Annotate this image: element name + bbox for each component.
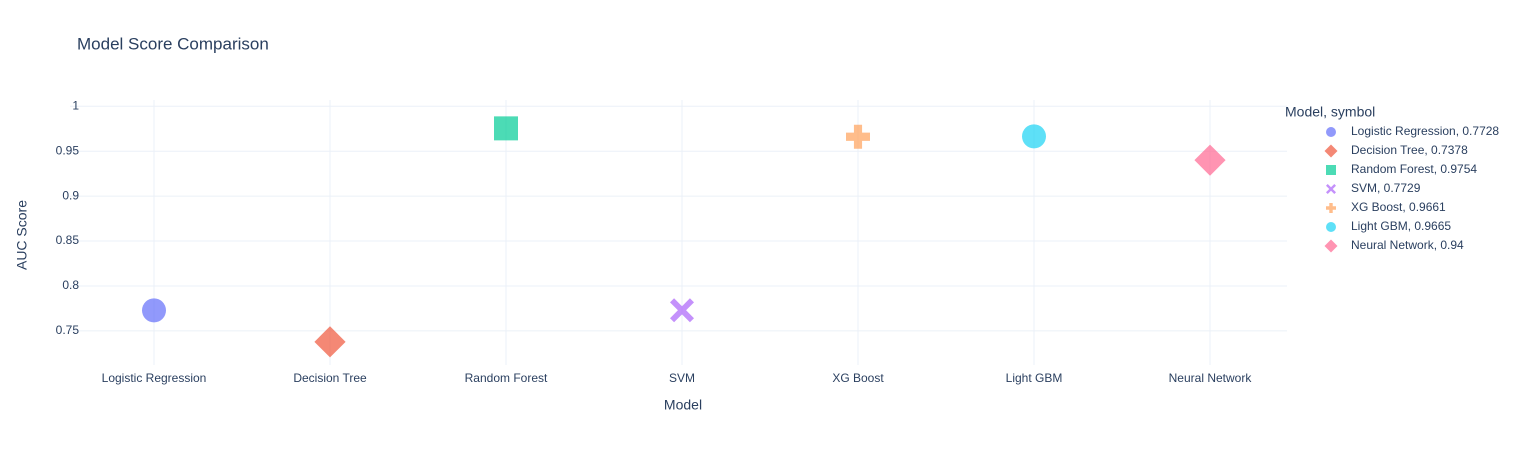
data-point [142, 298, 166, 323]
data-point [494, 116, 518, 141]
x-tick-label: Logistic Regression [102, 371, 207, 385]
x-tick-label: Neural Network [1169, 371, 1253, 385]
legend-label: Decision Tree, 0.7378 [1351, 143, 1468, 157]
legend-marker [1324, 144, 1338, 158]
legend-marker [1326, 222, 1336, 232]
x-tick-label: Decision Tree [293, 371, 367, 385]
y-tick-label: 0.75 [56, 323, 80, 337]
data-point [846, 124, 870, 149]
data-point [314, 326, 346, 358]
legend-marker [1326, 203, 1337, 213]
y-tick-label: 0.95 [56, 143, 80, 157]
legend-marker [1326, 165, 1336, 175]
x-tick-label: Random Forest [465, 371, 548, 385]
legend-label: XG Boost, 0.9661 [1351, 200, 1446, 214]
legend-label: Neural Network, 0.94 [1351, 238, 1464, 252]
legend-title: Model, symbol [1285, 104, 1375, 120]
y-axis-label: AUC Score [14, 200, 30, 270]
y-tick-label: 0.8 [62, 278, 79, 292]
y-tick-label: 1 [72, 98, 79, 112]
data-point [670, 298, 694, 323]
legend-marker [1324, 239, 1338, 253]
data-point [1022, 124, 1046, 149]
x-tick-label: XG Boost [832, 371, 884, 385]
legend-label: Logistic Regression, 0.7728 [1351, 124, 1499, 138]
legend-marker [1326, 127, 1336, 137]
data-point [1194, 144, 1226, 176]
y-tick-label: 0.85 [56, 233, 80, 247]
x-tick-label: Light GBM [1006, 371, 1063, 385]
legend-label: Light GBM, 0.9665 [1351, 219, 1451, 233]
x-tick-label: SVM [669, 371, 695, 385]
legend-label: Random Forest, 0.9754 [1351, 162, 1477, 176]
chart-title: Model Score Comparison [77, 34, 269, 53]
legend-label: SVM, 0.7729 [1351, 181, 1421, 195]
y-tick-label: 0.9 [62, 188, 79, 202]
legend-marker [1326, 184, 1336, 194]
x-axis-label: Model [664, 397, 702, 413]
